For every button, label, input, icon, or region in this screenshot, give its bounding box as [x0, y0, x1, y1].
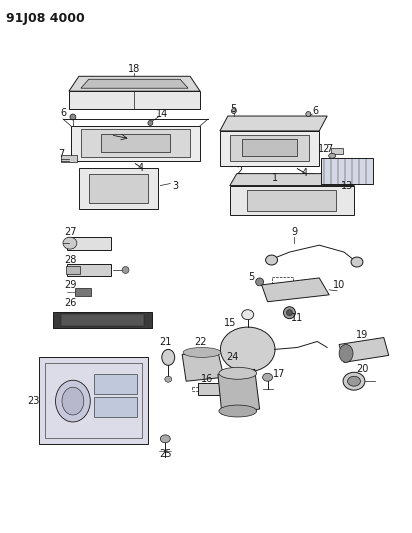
Bar	[272, 277, 293, 289]
Bar	[81, 129, 190, 157]
Ellipse shape	[306, 111, 311, 117]
Bar	[101, 134, 170, 152]
Text: 17: 17	[273, 369, 286, 379]
Ellipse shape	[219, 367, 257, 379]
Polygon shape	[230, 174, 361, 185]
Bar	[66, 265, 80, 274]
Polygon shape	[53, 312, 152, 328]
Ellipse shape	[122, 266, 129, 273]
Text: 11: 11	[291, 313, 304, 322]
Ellipse shape	[219, 405, 257, 417]
Ellipse shape	[348, 376, 360, 386]
Polygon shape	[61, 314, 145, 326]
Text: 14: 14	[156, 109, 169, 119]
Bar	[67, 263, 111, 277]
Text: 7: 7	[326, 144, 332, 154]
Text: 5: 5	[231, 104, 237, 114]
Ellipse shape	[329, 154, 336, 158]
Polygon shape	[71, 126, 200, 161]
Text: 10: 10	[333, 280, 345, 290]
Ellipse shape	[256, 278, 264, 286]
Polygon shape	[69, 76, 200, 91]
Ellipse shape	[242, 310, 254, 320]
Ellipse shape	[283, 306, 295, 319]
Ellipse shape	[148, 120, 153, 125]
Ellipse shape	[228, 385, 236, 393]
Text: 9: 9	[291, 227, 297, 237]
Text: 27: 27	[65, 227, 77, 237]
Ellipse shape	[70, 114, 76, 120]
Ellipse shape	[262, 373, 273, 381]
Polygon shape	[230, 185, 354, 215]
Text: 4: 4	[301, 168, 307, 177]
Text: 1: 1	[272, 173, 278, 183]
Bar	[94, 374, 138, 394]
Text: 15: 15	[224, 318, 236, 328]
Polygon shape	[262, 278, 329, 302]
Bar	[198, 383, 222, 395]
Ellipse shape	[286, 310, 293, 316]
Bar	[89, 174, 148, 204]
Text: 26: 26	[65, 298, 77, 308]
Ellipse shape	[343, 372, 365, 390]
Text: 91J08 4000: 91J08 4000	[6, 12, 85, 25]
Polygon shape	[69, 91, 200, 109]
Bar	[67, 237, 111, 249]
Polygon shape	[220, 131, 319, 166]
Ellipse shape	[231, 109, 236, 114]
Polygon shape	[182, 351, 224, 381]
Bar	[79, 168, 158, 209]
Text: 22: 22	[194, 337, 206, 348]
Ellipse shape	[56, 380, 90, 422]
Polygon shape	[81, 79, 188, 88]
Bar	[94, 397, 138, 417]
Text: 29: 29	[65, 280, 77, 290]
Bar	[247, 190, 336, 212]
Ellipse shape	[183, 348, 221, 358]
Text: 23: 23	[27, 396, 40, 406]
Bar	[61, 155, 77, 162]
Text: 24: 24	[227, 352, 239, 362]
Polygon shape	[39, 358, 148, 444]
Text: 6: 6	[60, 108, 66, 118]
Text: 21: 21	[159, 337, 171, 348]
Text: 4: 4	[137, 163, 143, 173]
Bar	[230, 135, 309, 161]
Text: 20: 20	[356, 364, 368, 374]
Ellipse shape	[162, 350, 175, 365]
Ellipse shape	[63, 237, 77, 249]
Bar	[242, 139, 297, 156]
Text: 2: 2	[236, 166, 243, 176]
Bar	[331, 148, 343, 154]
Text: 3: 3	[172, 181, 178, 191]
Polygon shape	[220, 116, 327, 131]
Bar	[321, 158, 373, 183]
Ellipse shape	[266, 255, 278, 265]
Text: 18: 18	[129, 64, 140, 74]
Text: 19: 19	[356, 329, 368, 340]
Text: 28: 28	[65, 255, 77, 265]
Text: 5: 5	[248, 272, 255, 282]
Text: 13: 13	[341, 181, 353, 191]
Ellipse shape	[339, 344, 353, 362]
Text: 6: 6	[312, 106, 318, 116]
Text: 16: 16	[201, 374, 213, 384]
Text: 7: 7	[58, 149, 64, 159]
Ellipse shape	[220, 327, 275, 372]
Ellipse shape	[351, 257, 363, 267]
Text: 25: 25	[159, 449, 171, 459]
Ellipse shape	[62, 387, 84, 415]
Polygon shape	[339, 337, 389, 362]
Bar	[75, 288, 91, 296]
Text: 12: 12	[318, 144, 330, 154]
Ellipse shape	[165, 376, 172, 382]
Polygon shape	[218, 369, 260, 414]
Ellipse shape	[160, 435, 170, 443]
